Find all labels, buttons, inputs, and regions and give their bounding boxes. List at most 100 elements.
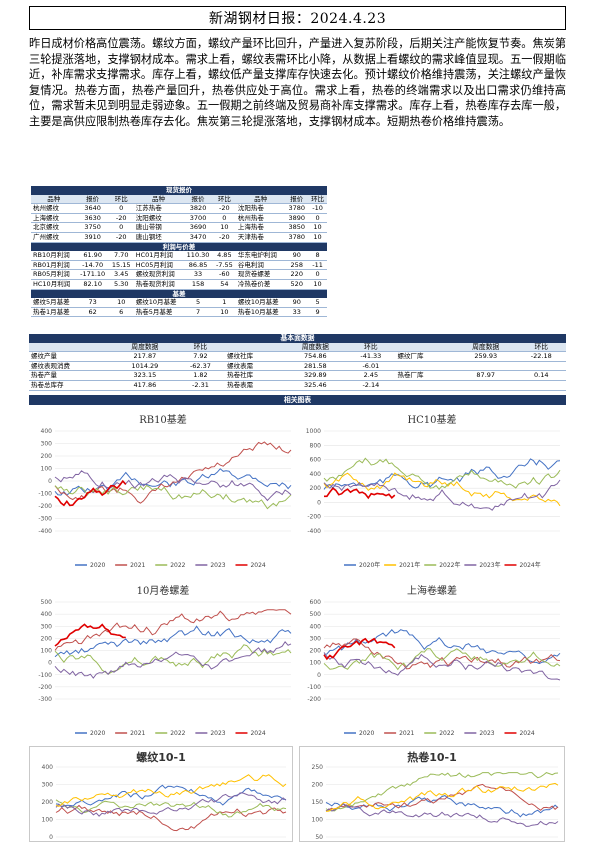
series-line [54, 470, 292, 502]
table-row: 杭州螺纹 3640 0 江苏热卷 3820 -20 沈阳热卷 3780 -10 [31, 204, 327, 214]
table-cell: 8 [315, 251, 320, 260]
table-header: 品种 [133, 194, 184, 204]
y-tick-label: 600 [310, 599, 322, 606]
table-cell: -20 [115, 232, 127, 241]
y-tick-label: 200 [310, 648, 322, 655]
table-cell: 520 [290, 279, 303, 288]
legend-label: 2022 [439, 730, 454, 737]
chart-svg: 10月卷螺差 500 400 300 200 100 0 -100 -200 -300 2020 20… [38, 584, 292, 737]
table-cell: -60 [219, 270, 230, 279]
series-line [325, 783, 559, 812]
table-cell: 上海热卷 [237, 223, 264, 232]
legend-label: 2022 [170, 562, 185, 569]
table-cell: 谷电利润 [237, 260, 264, 269]
table-cell: 唐山带钢 [135, 223, 162, 232]
table-cell: 热卷现货利润 [135, 279, 175, 288]
table-cell [455, 361, 517, 371]
legend-label: 2020年 [359, 561, 380, 569]
fundamentals-rows: 螺纹产量 217.87 7.92 螺纹社库 754.86 -41.33 螺纹厂库 259.93… [29, 352, 566, 391]
table-cell: 3470 [189, 232, 207, 241]
table-cell: 7.70 [113, 251, 129, 260]
related-charts-title: 相关图表 [29, 395, 566, 405]
table-cell: -20 [219, 204, 230, 213]
y-tick-label: -300 [38, 696, 52, 703]
y-tick-label: 250 [312, 764, 324, 771]
chart-hc-10-1-spread: 热卷10-1 250 200 150 100 50 [299, 746, 565, 842]
chart-svg: 热卷10-1 250 200 150 100 50 [312, 750, 559, 841]
table-header [395, 342, 455, 352]
y-tick-label: 300 [41, 441, 53, 448]
y-tick-label: 200 [41, 635, 53, 642]
table-row: 螺纹表观消费 1014.29 -62.37 螺纹表需 281.58 -6.01 [29, 361, 566, 371]
legend-label: 2024 [250, 562, 265, 569]
y-tick-label: 200 [312, 782, 324, 789]
table-cell: -6.01 [362, 361, 380, 370]
table-cell [517, 361, 566, 371]
table-cell: 上海螺纹 [33, 213, 59, 222]
legend-label: 2023年 [479, 561, 500, 569]
table-cell: 螺纹5月基差 [33, 298, 70, 307]
table-cell [517, 380, 566, 390]
series-line [55, 792, 287, 817]
y-tick-label: -200 [38, 684, 52, 691]
y-tick-label: 400 [41, 611, 53, 618]
table-cell: -41.33 [360, 352, 382, 361]
series-line [323, 629, 561, 665]
table-row: RB10月利润 61.90 7.70 HC01月利润 110.30 4.85 华东电炉利润 9… [31, 251, 327, 261]
series-line [55, 784, 287, 808]
profit-section-title: 利润与价差 [31, 242, 327, 252]
table-cell: 3.45 [113, 270, 129, 279]
legend-label: 2020 [90, 730, 105, 737]
table-row: 热卷总库存 417.86 -2.31 热卷表需 325.46 -2.14 [29, 380, 566, 391]
table-cell: 61.90 [83, 251, 102, 260]
table-cell: HC10月利润 [33, 279, 71, 288]
series-line [54, 640, 292, 679]
table-header: 周度数据 [284, 342, 347, 352]
y-tick-label: 300 [41, 623, 53, 630]
table-cell: 3690 [189, 223, 207, 232]
table-header: 报价 [285, 194, 309, 204]
legend-label: 2022 [170, 730, 185, 737]
y-tick-label: 100 [41, 648, 53, 655]
basis-rows: 螺纹5月基差 73 10 螺纹10月基差 5 1 螺纹10月基差 90 5 热卷1月基差 62 6 热卷… [31, 298, 327, 317]
table-cell: 3910 [84, 232, 101, 241]
table-cell: 热卷产量 [31, 371, 57, 380]
table-cell: 73 [88, 298, 97, 307]
spot-header-row: 品种 报价 环比 品种 报价 环比 品种 报价 环比 [31, 194, 327, 204]
series-line [55, 799, 287, 818]
table-cell: 热卷5月基差 [135, 307, 173, 316]
y-tick-label: 400 [42, 764, 54, 771]
table-cell: 2.45 [363, 371, 379, 380]
series-line [54, 625, 292, 658]
table-cell: -62.37 [189, 361, 211, 370]
table-cell: 5.30 [113, 279, 129, 288]
chart-hc10-basis: HC10基差 1000 800 600 400 200 0 -200 -400 2020年 2021… [298, 407, 566, 575]
table-cell: 5 [195, 298, 201, 307]
table-row: HC10月利润 82.10 5.30 热卷现货利润 158 54 冷热卷价差 520 10 [31, 279, 327, 290]
table-row: 螺纹5月基差 73 10 螺纹10月基差 5 1 螺纹10月基差 90 5 [31, 298, 327, 308]
fundamentals-section-title: 基本面数据 [29, 334, 566, 343]
table-cell: 6 [119, 307, 124, 316]
legend-label: 2024 [519, 730, 534, 737]
series-line [323, 479, 561, 511]
y-tick-label: 1000 [306, 428, 321, 435]
table-cell: 0 [315, 213, 320, 222]
table-cell: 螺纹10月基差 [135, 298, 177, 307]
table-cell: 15.15 [111, 260, 131, 269]
y-tick-label: 0 [49, 834, 53, 841]
table-cell: 3780 [288, 232, 306, 241]
y-tick-label: 500 [310, 611, 322, 618]
table-cell: 9 [315, 307, 320, 316]
chart-oct-hc-rb-spread: 10月卷螺差 500 400 300 200 100 0 -100 -200 -300 2020 20… [29, 578, 297, 743]
table-cell: 258 [290, 260, 303, 269]
table-cell: -20 [115, 213, 127, 222]
table-cell: 82.10 [83, 279, 102, 288]
chart-title: 螺纹10-1 [136, 750, 186, 764]
table-cell: 10 [220, 223, 229, 232]
table-cell: 热卷表需 [227, 380, 254, 389]
table-cell: RB01月利润 [33, 260, 70, 269]
table-cell: 北京螺纹 [33, 223, 59, 232]
series-line [323, 648, 561, 671]
legend-label: 2023 [210, 562, 225, 569]
table-cell: 沈阳螺纹 [135, 213, 162, 222]
